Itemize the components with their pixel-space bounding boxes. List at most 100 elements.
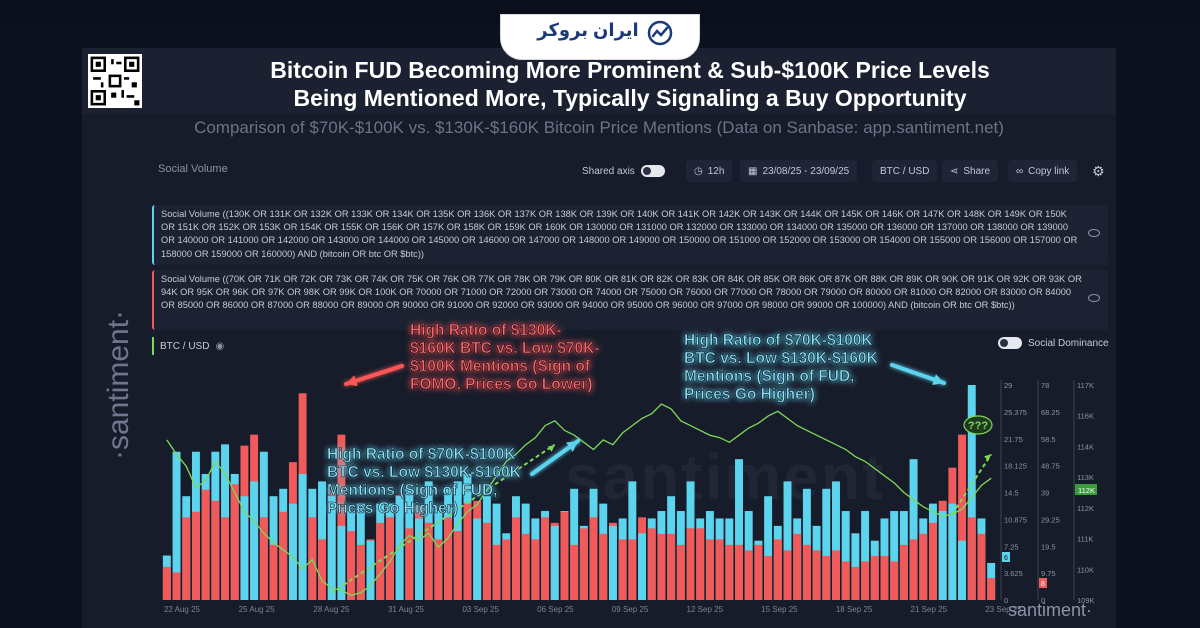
- btc-price-line: [166, 403, 992, 596]
- y-tick-cyan: 21.75: [1004, 435, 1023, 444]
- bar-70k-100k: [269, 544, 278, 600]
- bar-70k-100k: [182, 517, 191, 600]
- y-tick-cyan: 0: [1004, 596, 1008, 605]
- interval-label: 12h: [707, 165, 725, 177]
- annotation-line: BTC vs. Low $130K-$160K: [684, 350, 879, 367]
- bar-130k-160k: [415, 518, 423, 600]
- share-label: Share: [963, 165, 991, 177]
- bar-130k-160k: [967, 385, 976, 600]
- share-icon: ⋖: [950, 165, 959, 177]
- bar-70k-100k: [541, 517, 550, 600]
- bar-130k-160k: [550, 525, 559, 600]
- arrow-fomo-head: [346, 375, 358, 387]
- y-tick-cyan: 29: [1004, 381, 1012, 390]
- clock-icon: ◷: [694, 165, 703, 177]
- logo-text: ایران بروکر: [537, 20, 639, 40]
- query-70k-100k[interactable]: Social Volume ((70K OR 71K OR 72K OR 73K…: [152, 270, 1108, 330]
- bar-70k-100k: [211, 500, 220, 600]
- social-dominance-toggle[interactable]: [998, 337, 1022, 349]
- santiment-side-logo: ·santiment·: [102, 310, 135, 460]
- question-badge: [963, 415, 993, 435]
- y-tick-red: 39: [1041, 489, 1049, 498]
- x-tick-label: 03 Sep 25: [462, 605, 499, 614]
- x-tick-label: 12 Sep 25: [687, 605, 724, 614]
- annotation-line: Mentions (Sign of FUD,: [327, 482, 497, 499]
- annotation-line: Mentions (Sign of FUD,: [684, 368, 854, 385]
- btc-current-badge: [1075, 484, 1097, 495]
- bar-70k-100k: [958, 434, 967, 600]
- y-tick-red: 0: [1041, 596, 1045, 605]
- bar-70k-100k: [424, 522, 433, 600]
- y-tick-red: 58.5: [1041, 435, 1056, 444]
- bar-70k-100k: [909, 539, 918, 600]
- bar-130k-160k: [841, 511, 850, 600]
- bar-70k-100k: [822, 555, 831, 600]
- bar-70k-100k: [764, 555, 773, 600]
- interval-button[interactable]: ◷ 12h: [686, 160, 733, 182]
- bar-70k-100k: [686, 528, 695, 600]
- y-tick-red: 9.75: [1041, 569, 1056, 578]
- y-tick-cyan: 25.375: [1004, 408, 1027, 417]
- bar-70k-100k: [172, 572, 181, 600]
- x-tick-label: 18 Sep 25: [836, 605, 873, 614]
- shared-axis-label: Shared axis: [582, 165, 635, 177]
- y-tick-red: 48.75: [1041, 462, 1060, 471]
- eye-icon[interactable]: [1088, 294, 1100, 302]
- bar-130k-160k: [250, 481, 259, 600]
- bar-70k-100k: [337, 434, 346, 600]
- santiment-watermark: santiment·: [1008, 600, 1093, 620]
- eye-icon[interactable]: [1088, 229, 1100, 237]
- bar-70k-100k: [870, 555, 879, 600]
- x-tick-label: 15 Sep 25: [761, 605, 798, 614]
- y-tick-btc: 111K: [1077, 535, 1093, 544]
- bar-70k-100k: [434, 539, 443, 600]
- bar-70k-100k: [201, 489, 210, 600]
- bar-130k-160k: [172, 451, 181, 600]
- copy-link-button[interactable]: ∞ Copy link: [1008, 160, 1078, 182]
- bar-70k-100k: [793, 533, 802, 600]
- eye-icon[interactable]: ◉: [215, 340, 225, 352]
- bar-70k-100k: [521, 533, 530, 600]
- share-button[interactable]: ⋖ Share: [942, 160, 999, 182]
- legend-btc-usd[interactable]: BTC / USD ◉: [152, 337, 224, 355]
- legend-btc-label: BTC / USD: [160, 340, 210, 352]
- trend-arrow-head: [547, 444, 555, 452]
- pair-button[interactable]: BTC / USD: [872, 160, 938, 182]
- y-tick-btc: 110K: [1077, 565, 1094, 574]
- social-dominance-control[interactable]: Social Dominance: [998, 337, 1109, 349]
- bar-130k-160k: [938, 511, 947, 600]
- bar-70k-100k: [221, 517, 230, 600]
- shared-axis-control[interactable]: Shared axis: [582, 160, 665, 182]
- date-range-button[interactable]: ▦ 23/08/25 - 23/09/25: [740, 160, 858, 182]
- bar-70k-100k: [511, 517, 520, 600]
- toolbar-label: Social Volume: [158, 163, 228, 175]
- bar-70k-100k: [570, 544, 579, 600]
- y-tick-cyan: 3.625: [1004, 569, 1023, 578]
- y-tick-red: 78: [1041, 381, 1049, 390]
- bar-70k-100k: [502, 539, 511, 600]
- bar-70k-100k: [899, 544, 908, 600]
- gear-icon[interactable]: ⚙: [1092, 162, 1105, 179]
- red-current-badge: [1039, 578, 1047, 588]
- query-70k-100k-text: Social Volume ((70K OR 71K OR 72K OR 73K…: [161, 274, 1082, 311]
- bar-70k-100k: [851, 566, 860, 600]
- annotation-line: High Ratio of $70K-$100K: [684, 332, 873, 349]
- brand-logo-icon: [647, 20, 673, 46]
- pair-label: BTC / USD: [880, 165, 930, 177]
- bar-70k-100k: [676, 544, 685, 600]
- bar-70k-100k: [347, 531, 356, 600]
- bar-130k-160k: [861, 511, 870, 600]
- bar-70k-100k: [735, 544, 743, 600]
- bars-group: [162, 385, 996, 600]
- query-130k-160k[interactable]: Social Volume ((130K OR 131K OR 132K OR …: [152, 205, 1108, 265]
- settings-button[interactable]: ⚙: [1092, 160, 1105, 182]
- bar-70k-100k: [832, 550, 840, 600]
- bar-70k-100k: [696, 528, 705, 600]
- annotation-line: Prices Go Higher): [327, 500, 458, 517]
- x-tick-label: 21 Sep 25: [911, 605, 948, 614]
- bar-70k-100k: [725, 544, 734, 600]
- bar-70k-100k: [890, 561, 899, 600]
- shared-axis-toggle[interactable]: [640, 165, 665, 177]
- bar-130k-160k: [851, 533, 860, 600]
